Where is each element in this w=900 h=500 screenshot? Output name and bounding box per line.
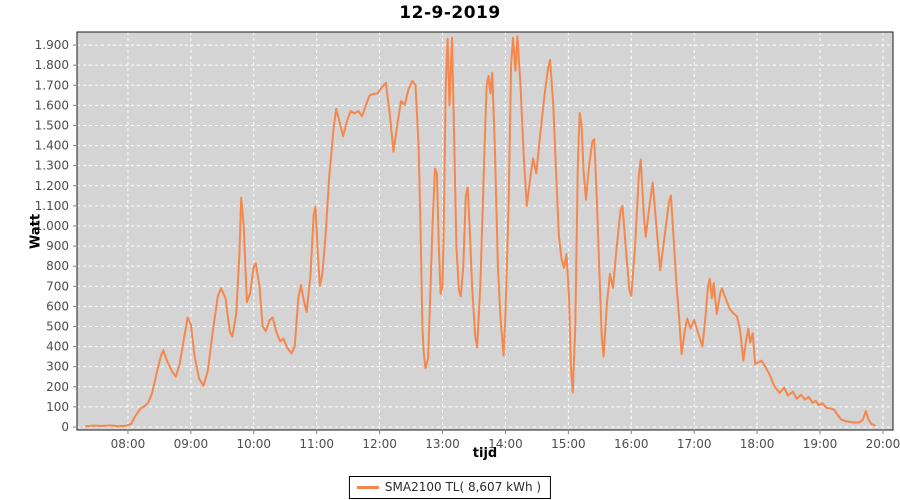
x-tick-label: 18:00	[740, 437, 775, 451]
x-tick-label: 11:00	[299, 437, 334, 451]
y-tick-label: 1.200	[35, 179, 69, 193]
x-tick-label: 17:00	[677, 437, 712, 451]
y-tick-label: 900	[46, 239, 69, 253]
y-tick-label: 1.600	[35, 98, 69, 112]
legend: SMA2100 TL( 8,607 kWh )	[348, 476, 552, 499]
y-tick-label: 200	[46, 380, 69, 394]
y-tick-label: 1.100	[35, 199, 69, 213]
y-tick-label: 600	[46, 299, 69, 313]
y-tick-label: 700	[46, 279, 69, 293]
y-tick-label: 100	[46, 400, 69, 414]
y-tick-label: 1.700	[35, 78, 69, 92]
y-tick-label: 1.000	[35, 219, 69, 233]
y-tick-label: 1.500	[35, 118, 69, 132]
legend-line-swatch	[356, 485, 379, 489]
x-tick-label: 10:00	[236, 437, 271, 451]
y-tick-label: 1.900	[35, 38, 69, 52]
x-tick-label: 13:00	[425, 437, 460, 451]
y-tick-label: 300	[46, 360, 69, 374]
x-tick-label: 15:00	[551, 437, 586, 451]
x-tick-label: 12:00	[362, 437, 397, 451]
y-tick-label: 1.300	[35, 159, 69, 173]
legend-series-label: SMA2100 TL( 8,607 kWh )	[384, 480, 542, 494]
y-tick-label: 400	[46, 340, 69, 354]
x-tick-label: 14:00	[488, 437, 523, 451]
x-tick-label: 19:00	[803, 437, 838, 451]
x-tick-label: 09:00	[174, 437, 209, 451]
series-line-sma2100	[84, 35, 876, 428]
x-tick-label: 08:00	[111, 437, 146, 451]
y-tick-label: 1.800	[35, 58, 69, 72]
x-tick-label: 20:00	[866, 437, 900, 451]
x-axis-title: tijd	[472, 446, 498, 461]
y-tick-label: 800	[46, 259, 69, 273]
y-axis-title: Watt	[28, 213, 44, 250]
plot-border	[76, 31, 894, 431]
y-tick-label: 0	[61, 420, 69, 434]
x-tick-label: 16:00	[614, 437, 649, 451]
y-tick-label: 500	[46, 319, 69, 333]
plot-background	[77, 32, 893, 430]
chart-title: 12-9-2019	[399, 3, 501, 23]
y-tick-label: 1.400	[35, 139, 69, 153]
